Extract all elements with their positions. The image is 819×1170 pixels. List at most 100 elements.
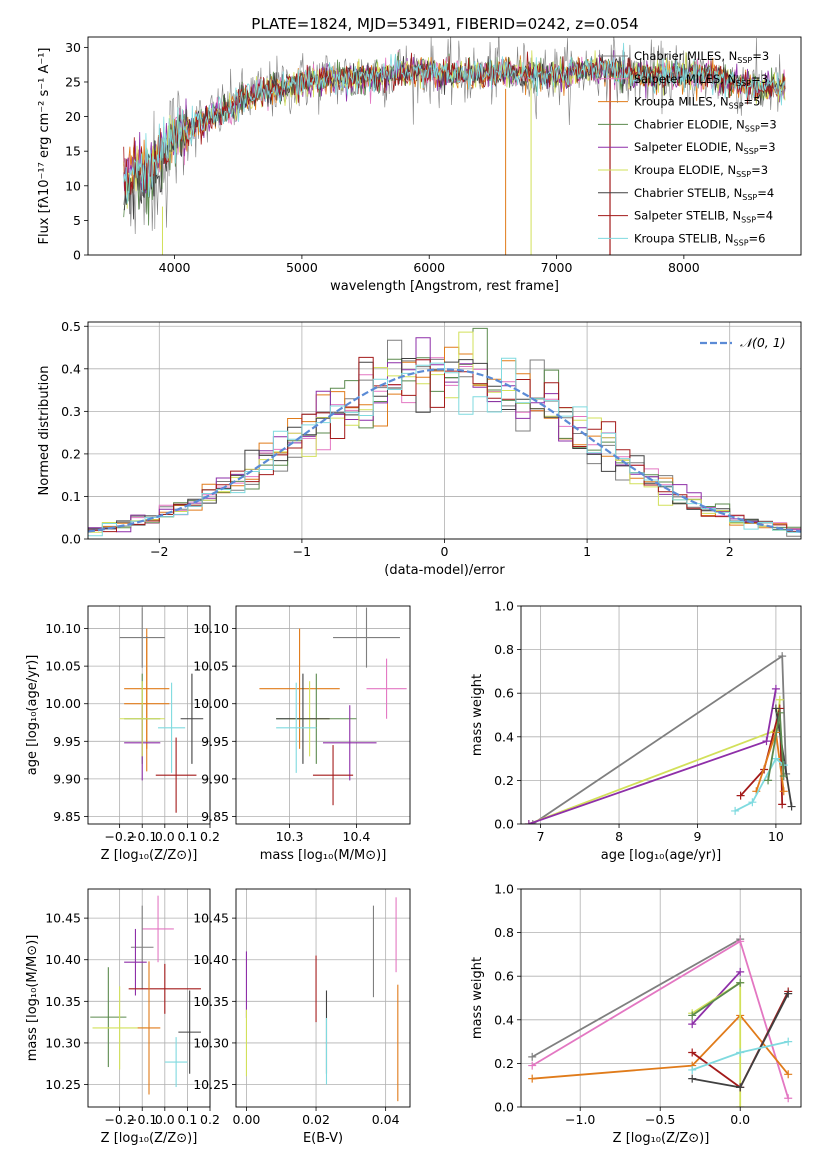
weight-marker <box>736 978 745 987</box>
legend-subscript: SSP <box>736 170 751 179</box>
x-tick-label: −0.2 <box>104 829 134 844</box>
weight-line <box>528 699 781 824</box>
legend-subscript: SSP <box>744 147 759 156</box>
legend-label: Chabrier MILES, NSSP=3 <box>634 49 769 65</box>
x-axis-label: Z [log₁₀(Z/Z⊙)] <box>101 848 198 863</box>
weight-marker <box>779 772 788 781</box>
x-tick-label: 8000 <box>668 260 700 275</box>
x-tick-label: 0.2 <box>200 829 220 844</box>
y-tick-label: 5 <box>73 213 81 228</box>
y-tick-label: 10.30 <box>193 1035 229 1050</box>
x-tick-label: −0.2 <box>104 1112 134 1127</box>
legend-nssp: =3 <box>760 117 777 131</box>
spectrum-line <box>123 42 786 204</box>
y-tick-label: 15 <box>65 144 81 159</box>
weight-marker <box>775 708 784 717</box>
weight-marker <box>736 1103 745 1107</box>
residuals-panel: −2 −1 0 1 2 0.0 0.1 0.2 0.3 0.4 0.5 (data-model)/er… <box>37 319 802 578</box>
y-tick-label: 25 <box>65 74 81 89</box>
legend-subscript: SSP <box>729 102 744 111</box>
y-tick-label: 10.35 <box>45 994 81 1009</box>
y-tick-label: 10.05 <box>45 659 81 674</box>
y-tick-label: 10 <box>65 178 81 193</box>
x-tick-label: −2 <box>150 544 168 559</box>
weight-line <box>691 981 742 1107</box>
histogram-steps <box>88 357 801 537</box>
y-tick-label: 9.95 <box>53 734 81 749</box>
legend-label: Salpeter ELODIE, NSSP=3 <box>634 140 776 156</box>
y-tick-label: 10.35 <box>193 994 229 1009</box>
x-axis-label: age [log₁₀(age/yr)] <box>601 848 722 863</box>
y-axis-label: Normed distribution <box>37 366 52 496</box>
x-tick-label: 0.0 <box>155 829 175 844</box>
x-tick-label: 0.00 <box>233 1112 261 1127</box>
y-tick-label: 10.45 <box>193 911 229 926</box>
y-axis-label: Flux [fλ10⁻¹⁷ erg cm⁻² s⁻¹ A⁻¹] <box>37 48 52 245</box>
mass-vs-z-panel: −0.2−0.10.0 0.1 0.2 10.25 10.30 10.35 10.40 10.… <box>25 888 220 1146</box>
axes-frame <box>87 605 211 825</box>
y-tick-label: 10.00 <box>193 696 229 711</box>
x-tick-label: 7 <box>537 829 545 844</box>
legend-nssp: =3 <box>759 140 776 154</box>
y-tick-label: 1.0 <box>494 882 514 897</box>
axes-frame <box>235 888 411 1108</box>
y-tick-label: 10.10 <box>45 621 81 636</box>
x-tick-label: 8 <box>615 829 623 844</box>
massweight-vs-z-panel: −1.0 −0.5 0.0 0.0 0.2 0.4 0.6 0.8 1.0 Z [log₁₀(Z/… <box>470 882 802 1146</box>
weight-marker <box>736 791 745 800</box>
y-tick-label: 20 <box>65 109 81 124</box>
x-tick-label: 0.1 <box>177 1112 197 1127</box>
histogram-steps <box>88 331 801 533</box>
x-axis-label: (data-model)/error <box>384 563 505 578</box>
x-tick-label: −1.0 <box>565 1112 595 1127</box>
weight-marker <box>528 1052 537 1061</box>
x-tick-label: 0.0 <box>155 1112 175 1127</box>
y-tick-label: 10.10 <box>193 621 229 636</box>
weight-marker <box>784 1094 793 1103</box>
weight-line <box>532 1014 789 1080</box>
x-tick-label: 6000 <box>413 260 445 275</box>
weight-marker <box>784 1070 793 1079</box>
weight-marker <box>688 1074 697 1083</box>
axes-frame <box>520 888 802 1108</box>
y-tick-label: 0.6 <box>494 686 514 701</box>
y-tick-label: 10.40 <box>45 952 81 967</box>
weight-marker <box>736 967 745 976</box>
y-tick-label: 0.0 <box>494 1100 514 1115</box>
weight-marker <box>784 989 793 998</box>
weight-marker <box>764 776 773 785</box>
y-tick-label: 0.0 <box>494 817 514 832</box>
legend-label: 𝒩(0, 1) <box>740 335 786 350</box>
x-axis-label: wavelength [Angstrom, rest frame] <box>330 279 559 294</box>
legend-subscript: SSP <box>741 216 756 225</box>
y-axis-label: mass weight <box>470 674 485 756</box>
age-vs-z-panel: −0.2−0.10.0 0.1 0.2 9.85 9.90 9.95 10.00 10.05 1… <box>25 605 220 863</box>
x-axis-label: Z [log₁₀(Z/Z⊙)] <box>101 1131 198 1146</box>
weight-marker <box>779 787 788 796</box>
figure-panels: 4000 5000 6000 7000 8000051015202530waveleng… <box>25 36 802 1146</box>
y-tick-label: 10.45 <box>45 911 81 926</box>
axes-frame <box>520 605 802 825</box>
x-tick-label: 0 <box>441 544 449 559</box>
weight-marker <box>748 798 757 807</box>
weight-marker <box>736 1048 745 1057</box>
x-tick-label: 0.04 <box>372 1112 400 1127</box>
weight-marker <box>688 1011 697 1020</box>
legend-subscript: SSP <box>736 79 751 88</box>
legend-label: Salpeter STELIB, NSSP=4 <box>634 209 773 225</box>
weight-marker <box>771 754 780 763</box>
weight-marker <box>688 1020 697 1029</box>
legend-nssp: =4 <box>757 186 774 200</box>
spectrum-panel: 4000 5000 6000 7000 8000 0 5 10 15 20 25 30 waveleng… <box>37 36 802 294</box>
x-tick-label: 10.3 <box>276 829 304 844</box>
histogram-steps <box>88 356 801 533</box>
residual-legend: 𝒩(0, 1) <box>700 335 786 350</box>
x-tick-label: 1 <box>583 544 591 559</box>
spectrum-plot-area <box>123 37 786 255</box>
x-tick-label: 0.0 <box>730 1112 750 1127</box>
x-tick-label: 4000 <box>159 260 191 275</box>
figure-title: PLATE=1824, MJD=53491, FIBERID=0242, z=0… <box>251 15 638 33</box>
y-tick-label: 0.8 <box>494 642 514 657</box>
residuals-plot-area <box>88 327 801 537</box>
weight-marker <box>771 704 780 713</box>
